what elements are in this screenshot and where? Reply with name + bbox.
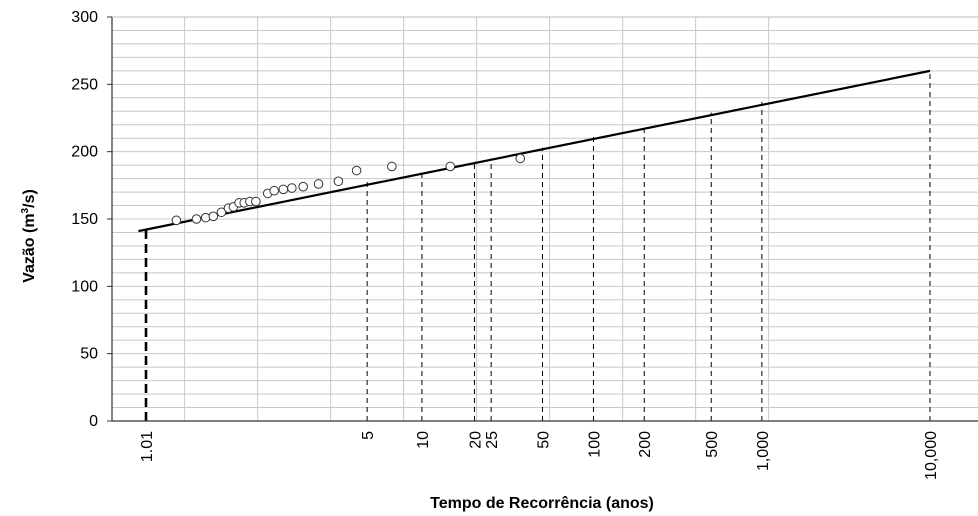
data-point: [269, 185, 279, 196]
data-point: [515, 153, 526, 164]
x-tick-label: 500: [704, 431, 721, 458]
y-axis-label: Vazão (m3/s): [20, 189, 38, 283]
x-tick-label: 1.01: [139, 431, 156, 462]
data-point: [200, 212, 211, 223]
x-tick-label: 25: [484, 431, 501, 449]
observed-points: [171, 153, 526, 226]
data-point: [191, 214, 202, 224]
x-tick-label: 5: [360, 431, 377, 440]
x-tick-label: 50: [535, 431, 552, 449]
y-axis-label-suffix: /s): [21, 189, 38, 208]
x-tick-label: 20: [467, 431, 484, 449]
y-tick-label: 150: [71, 211, 98, 228]
axes: [107, 16, 978, 422]
data-point: [216, 207, 227, 218]
y-tick-label: 50: [80, 346, 98, 363]
data-point: [251, 196, 261, 207]
y-axis-label-sup: 3: [20, 207, 31, 213]
x-tick-label: 10,000: [923, 431, 940, 480]
x-tick-label: 10: [415, 431, 432, 449]
data-point: [387, 161, 397, 172]
x-tick-label: 1,000: [755, 431, 772, 471]
y-tick-label: 250: [71, 76, 98, 93]
data-point: [287, 183, 297, 193]
fit-line-segment: [138, 69, 931, 233]
data-point: [298, 181, 308, 192]
y-tick-label: 200: [71, 144, 98, 161]
x-tick-label: 100: [586, 431, 603, 458]
return-period-reference-lines: [144, 70, 931, 421]
data-point: [445, 161, 456, 172]
data-point: [208, 211, 219, 222]
x-tick-labels: 1.01 5 10 20 25 50 100 200 500 1,000 10,000: [139, 431, 940, 480]
data-point: [351, 165, 362, 176]
grid: [112, 17, 978, 421]
fit-line: [138, 69, 931, 233]
x-tick-label: 200: [637, 431, 654, 458]
data-point: [171, 215, 182, 226]
x-axis-label: Tempo de Recorrência (anos): [430, 495, 654, 512]
y-tick-labels: 0 50 100 150 200 250 300: [71, 9, 98, 430]
y-axis-label-prefix: Vazão (m: [21, 213, 38, 282]
y-tick-label: 300: [71, 9, 98, 26]
y-tick-label: 0: [89, 413, 98, 430]
data-point: [313, 179, 324, 189]
y-tick-label: 100: [71, 278, 98, 295]
data-point: [333, 176, 344, 187]
data-point: [278, 184, 289, 195]
